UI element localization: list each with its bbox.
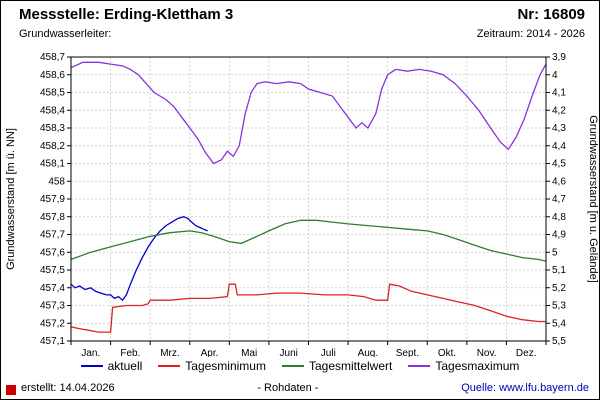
y-tick-label-left: 457,7 [40, 230, 65, 241]
x-tick-label-month: Dez. [516, 348, 537, 357]
y-tick-label-right: 4,7 [552, 194, 566, 205]
header: Messstelle: Erding-Klettham 3 Nr: 16809 [19, 6, 585, 23]
created-date-label: erstellt: 14.04.2026 [21, 382, 115, 394]
y-axis-label-left: Grundwasserstand [m ü. NN] [5, 128, 17, 270]
y-tick-label-right: 5,5 [552, 336, 566, 347]
legend-label: aktuell [107, 359, 143, 373]
x-tick-label-month: Apr. [201, 348, 219, 357]
y-tick-label-right: 4,3 [552, 123, 566, 134]
y-tick-label-right: 3,9 [552, 52, 566, 63]
x-tick-label-month: Juli [321, 348, 336, 357]
y-tick-label-right: 4,1 [552, 88, 566, 99]
aquifer-label: Grundwasserleiter: [19, 28, 112, 40]
y-tick-label-left: 458,3 [40, 123, 65, 134]
y-tick-label-right: 4,2 [552, 105, 566, 116]
legend-swatch-icon [158, 365, 181, 367]
y-tick-label-left: 457,5 [40, 265, 65, 276]
y-tick-label-right: 5,3 [552, 301, 566, 312]
series-line-tagesminimum [70, 283, 546, 333]
y-tick-label-left: 458,2 [40, 141, 65, 152]
y-tick-label-left: 458,6 [40, 70, 65, 81]
groundwater-level-chart: 458,7 3,9 458,6 4 458,5 4,1 458,4 4,2 458,3 4,3 45… [5, 52, 599, 357]
legend-swatch-icon [281, 365, 304, 367]
x-tick-label-month: Aug. [358, 348, 379, 357]
y-tick-label-left: 458,5 [40, 88, 65, 99]
legend-label: Tagesmittelwert [308, 359, 393, 373]
page-title: Messstelle: Erding-Klettham 3 [19, 6, 234, 23]
y-tick-label-left: 458,7 [40, 52, 65, 63]
x-tick-label-month: Feb. [120, 348, 140, 357]
y-tick-label-left: 457,9 [40, 194, 65, 205]
y-tick-label-left: 457,3 [40, 301, 65, 312]
footer: erstellt: 14.04.2026 - Rohdaten - Quelle… [21, 382, 589, 394]
legend-swatch-icon [408, 365, 431, 367]
x-tick-label-month: Nov. [477, 348, 497, 357]
lfu-logo-icon [6, 385, 16, 395]
y-tick-label-right: 5,4 [552, 318, 566, 329]
y-tick-label-left: 457,4 [40, 283, 65, 294]
x-tick-label-month: Sept. [396, 348, 419, 357]
y-tick-label-right: 5,2 [552, 283, 566, 294]
y-tick-label-right: 4,4 [552, 141, 566, 152]
series-line-aktuell [70, 216, 208, 302]
source-link[interactable]: Quelle: www.lfu.bayern.de [461, 382, 589, 394]
y-tick-label-left: 457,6 [40, 247, 65, 258]
legend-item-tagesmaximum: Tagesmaximum [408, 359, 519, 373]
x-tick-label-month: Juni [280, 348, 298, 357]
legend-item-tagesmittelwert: Tagesmittelwert [281, 359, 393, 373]
y-tick-label-left: 457,2 [40, 318, 65, 329]
y-tick-label-right: 5 [552, 247, 558, 258]
y-tick-label-left: 457,8 [40, 212, 65, 223]
subheader: Grundwasserleiter: Zeitraum: 2014 - 2026 [19, 28, 585, 40]
y-tick-label-left: 458,4 [40, 105, 65, 116]
series-line-tagesmaximum [70, 61, 547, 165]
y-tick-label-right: 5,1 [552, 265, 566, 276]
x-tick-label-month: Mrz. [160, 348, 179, 357]
y-tick-label-right: 4,8 [552, 212, 566, 223]
y-tick-label-left: 458,1 [40, 159, 65, 170]
y-tick-label-left: 458 [48, 176, 65, 187]
legend-item-aktuell: aktuell [80, 359, 143, 373]
x-tick-label-month: Okt. [438, 348, 456, 357]
x-tick-label-month: Jan. [81, 348, 100, 357]
y-tick-label-left: 457,1 [40, 336, 65, 347]
chart-legend: aktuell Tagesminimum Tagesmittelwert Tagesm… [1, 359, 599, 373]
legend-swatch-icon [80, 365, 103, 367]
y-axis-label-right: Grundwasserstand [m u. Gelände] [587, 115, 599, 283]
station-number: Nr: 16809 [517, 6, 585, 23]
period-label: Zeitraum: 2014 - 2026 [476, 28, 585, 40]
x-tick-label-month: Mai [241, 348, 257, 357]
legend-item-tagesminimum: Tagesminimum [158, 359, 266, 373]
rohdaten-label: - Rohdaten - [257, 382, 319, 394]
legend-label: Tagesmaximum [435, 359, 520, 373]
y-tick-label-right: 4,6 [552, 176, 566, 187]
y-tick-label-right: 4 [552, 70, 558, 81]
legend-label: Tagesminimum [185, 359, 266, 373]
y-tick-label-right: 4,9 [552, 230, 566, 241]
y-tick-label-right: 4,5 [552, 159, 566, 170]
series-line-tagesmittelwert [70, 219, 547, 262]
